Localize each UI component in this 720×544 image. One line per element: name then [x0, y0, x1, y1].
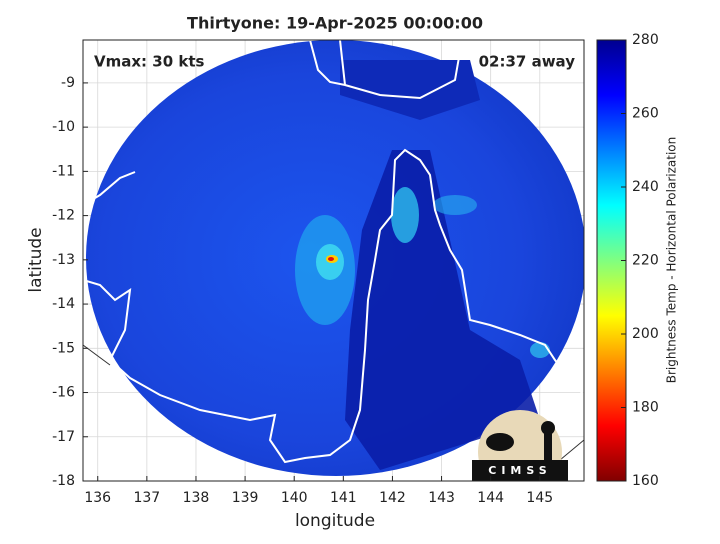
cloud: [530, 342, 550, 358]
dark-region: [340, 60, 480, 120]
x-tick-label: 136: [84, 490, 111, 506]
y-tick-label: -9: [61, 75, 75, 91]
x-tick-label: 137: [133, 490, 160, 506]
logo-tank: [541, 421, 555, 435]
x-tick-label: 140: [281, 490, 308, 506]
colorbar-tick-label: 240: [632, 179, 659, 195]
plot-frame: [82, 39, 585, 482]
chart-title: Thirtyone: 19-Apr-2025 00:00:00: [187, 14, 483, 33]
y-tick-label: -16: [52, 385, 75, 401]
y-axis-label: latitude: [26, 227, 46, 292]
cloud-core: [328, 257, 334, 261]
logo-tower: [544, 430, 552, 460]
cimss-logo: CIMSS: [472, 410, 568, 481]
logo-text: CIMSS: [488, 464, 551, 477]
y-tick-label: -11: [52, 163, 75, 179]
x-tick-label: 139: [232, 490, 259, 506]
colorbar-label: Brightness Temp - Horizontal Polarizatio…: [665, 137, 679, 384]
coastline: [83, 40, 584, 464]
cloud: [433, 195, 477, 215]
x-axis-label: longitude: [295, 511, 375, 531]
colorbar-tick-label: 160: [632, 473, 659, 489]
cloud: [391, 187, 419, 243]
y-tick-label: -12: [52, 208, 75, 224]
colorbar-tick-label: 280: [632, 32, 659, 48]
annotation: Vmax: 30 kts: [94, 53, 204, 71]
y-tick-label: -14: [52, 296, 75, 312]
x-tick-label: 143: [428, 490, 455, 506]
colorbar-tick-label: 180: [632, 400, 659, 416]
colorbar-tick-label: 220: [632, 253, 659, 269]
x-tick-label: 144: [477, 490, 504, 506]
x-tick-label: 145: [526, 490, 553, 506]
logo-band: [472, 460, 568, 481]
y-tick-label: -10: [52, 119, 75, 135]
annotation: 02:37 away: [479, 53, 576, 71]
logo-dish: [486, 433, 514, 451]
x-tick-label: 142: [379, 490, 406, 506]
y-tick-label: -18: [52, 473, 75, 489]
y-tick-label: -17: [52, 429, 75, 445]
y-tick-label: -13: [52, 252, 75, 268]
y-tick-label: -15: [52, 340, 75, 356]
colorbar-tick-label: 200: [632, 326, 659, 342]
satellite-image: CIMSS: [83, 40, 584, 481]
x-tick-label: 138: [183, 490, 210, 506]
colorbar-tick-label: 260: [632, 106, 659, 122]
x-tick-label: 141: [330, 490, 357, 506]
